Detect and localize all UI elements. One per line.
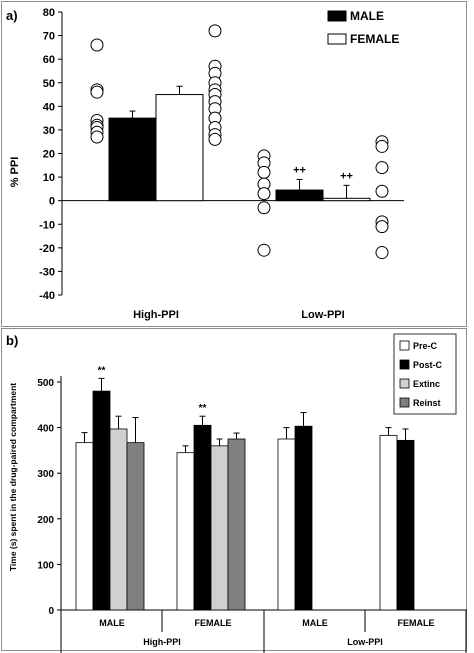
bar-extinc	[109, 428, 128, 611]
panel-b-bars: ** **	[75, 365, 415, 611]
significance-label: ++	[340, 170, 353, 182]
category-label: FEMALE	[398, 618, 435, 628]
panel-a-bars: ++ ++	[108, 85, 371, 202]
panel-a-label: a)	[6, 8, 18, 23]
bar-post-c	[396, 439, 415, 611]
data-point	[257, 165, 271, 179]
y-tick-label: 10	[43, 172, 55, 184]
data-point	[90, 130, 104, 144]
bar-female	[322, 197, 371, 202]
data-point	[90, 85, 104, 99]
legend-label-female: FEMALE	[350, 32, 399, 46]
category-label: MALE	[99, 618, 125, 628]
category-label: Low-PPI	[301, 309, 344, 321]
category-label: High-PPI	[133, 309, 179, 321]
data-point	[375, 246, 389, 260]
legend-label: Reinst	[413, 398, 441, 408]
y-tick-label: 400	[37, 424, 54, 435]
bar-post-c	[294, 425, 313, 611]
legend-swatch-male	[327, 10, 347, 22]
bar-post-c	[92, 390, 111, 611]
panel-b-legend: Pre-C Post-C Extinc Reinst	[393, 333, 457, 415]
data-point	[257, 201, 271, 215]
y-tick-label: -40	[39, 290, 55, 302]
group-label: High-PPI	[143, 637, 181, 647]
legend-label-male: MALE	[350, 9, 384, 23]
legend-label: Pre-C	[413, 341, 438, 351]
data-point	[90, 38, 104, 52]
category-label: MALE	[302, 618, 328, 628]
panel-a-points	[90, 24, 389, 260]
y-tick-label: 200	[37, 515, 54, 526]
category-label: FEMALE	[195, 618, 232, 628]
data-point	[208, 24, 222, 38]
panel-a: a) -40 -30 -20 -10 0 10 20 30 40 50 60 70 80 % PPI +…	[1, 1, 467, 327]
y-tick-label: 80	[43, 7, 55, 19]
panel-a-axes: -40 -30 -20 -10 0 10 20 30 40 50 60 70 80	[39, 7, 404, 302]
legend-label: Extinc	[413, 379, 440, 389]
y-tick-label: -10	[39, 219, 55, 231]
bar-male	[108, 117, 157, 202]
bar-reinst	[126, 442, 145, 611]
legend-swatch	[399, 340, 410, 351]
y-tick-label: 0	[48, 606, 54, 617]
legend-swatch	[399, 397, 410, 408]
data-point	[208, 132, 222, 146]
significance-label: **	[199, 403, 207, 414]
bar-extinc	[210, 445, 229, 611]
y-tick-label: 100	[37, 560, 54, 571]
significance-label: **	[98, 365, 106, 376]
y-tick-label: 50	[43, 78, 55, 90]
panel-b-frame	[1, 328, 467, 651]
data-point	[375, 184, 389, 198]
panel-a-category-labels: High-PPI Low-PPI	[133, 309, 345, 321]
bar-pre-c	[277, 438, 296, 611]
bar-reinst	[227, 438, 246, 611]
legend-swatch	[399, 359, 410, 370]
bar-pre-c	[176, 452, 195, 611]
y-tick-label: -30	[39, 266, 55, 278]
panel-b-axes: 0 100 200 300 400 500	[37, 376, 467, 653]
y-tick-label: 300	[37, 469, 54, 480]
panel-a-ylabel: % PPI	[9, 157, 21, 188]
data-point	[375, 220, 389, 234]
y-tick-label: 500	[37, 378, 54, 389]
bar-post-c	[193, 424, 212, 611]
panel-b-ylabel: Time (s) spent in the drug-paired compar…	[8, 383, 18, 571]
data-point	[257, 187, 271, 201]
panel-b: b) 0 100 200 300 400 500 Time (s) spent in th…	[1, 328, 467, 653]
panel-b-category-labels: MALE FEMALE MALE FEMALE High-PPI Low-PPI	[99, 618, 434, 647]
panel-a-legend: MALE FEMALE	[327, 9, 399, 46]
y-tick-label: 0	[49, 196, 55, 208]
data-point	[257, 243, 271, 257]
y-tick-label: 70	[43, 31, 55, 43]
legend-label: Post-C	[413, 360, 443, 370]
panel-a-frame	[1, 1, 467, 327]
y-tick-label: 40	[43, 101, 55, 113]
bar-pre-c	[75, 442, 94, 611]
data-point	[375, 139, 389, 153]
group-label: Low-PPI	[347, 637, 383, 647]
significance-label: ++	[293, 164, 306, 176]
bar-female	[155, 94, 204, 202]
legend-swatch-female	[327, 33, 347, 45]
y-tick-label: 30	[43, 125, 55, 137]
y-tick-label: -20	[39, 243, 55, 255]
bar-male	[275, 189, 324, 202]
data-point	[375, 161, 389, 175]
bar-pre-c	[379, 434, 398, 611]
legend-swatch	[399, 378, 410, 389]
y-tick-label: 20	[43, 149, 55, 161]
y-tick-label: 60	[43, 54, 55, 66]
panel-b-label: b)	[6, 333, 18, 348]
